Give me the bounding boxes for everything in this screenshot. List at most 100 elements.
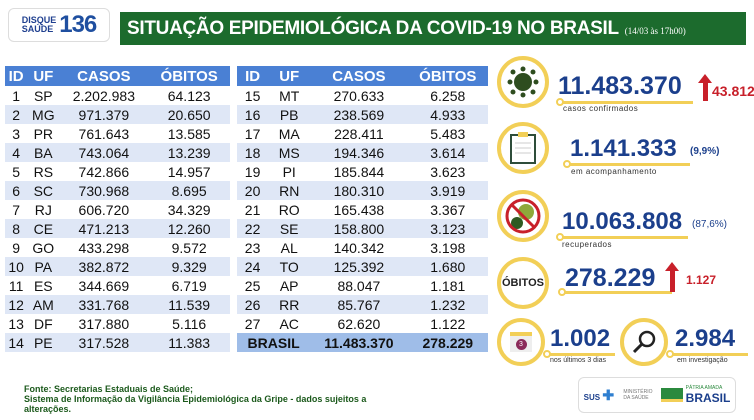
total-label: BRASIL xyxy=(237,333,311,352)
recovered-value: 10.063.808 xyxy=(562,208,683,235)
uf-cell: MS xyxy=(268,143,311,162)
id-cell: 4 xyxy=(5,143,28,162)
confirmed-value: 11.483.370 xyxy=(558,72,682,100)
no-virus-icon xyxy=(505,198,541,234)
logo-number: 136 xyxy=(59,11,97,38)
id-cell: 10 xyxy=(5,257,28,276)
column-header: ID xyxy=(5,66,28,86)
virus-icon xyxy=(507,66,539,98)
table-row: 11 ES 344.669 6.719 xyxy=(5,276,230,295)
total-deaths: 278.229 xyxy=(407,333,488,352)
magnifier-icon-circle xyxy=(620,318,668,366)
total-cases: 11.483.370 xyxy=(310,333,408,352)
virus-icon-circle xyxy=(497,56,549,108)
cases-cell: 238.569 xyxy=(310,105,408,124)
cases-cell: 194.346 xyxy=(310,143,408,162)
table-row: 26 RR 85.767 1.232 xyxy=(237,295,488,314)
uf-cell: RN xyxy=(268,181,311,200)
id-cell: 16 xyxy=(237,105,269,124)
table-row: 27 AC 62.620 1.122 xyxy=(237,314,488,333)
uf-cell: SP xyxy=(33,87,53,104)
id-cell: 24 xyxy=(237,257,269,276)
column-header: CASOS xyxy=(59,66,149,86)
column-header: ID xyxy=(237,66,269,86)
calendar-day: 3 xyxy=(515,338,527,350)
magnifier-icon xyxy=(632,330,656,354)
clipboard-icon-circle xyxy=(497,122,549,174)
logo-line2: SAÚDE xyxy=(21,24,54,34)
monitoring-label: em acompanhamento xyxy=(571,167,657,176)
uf-cell: PB xyxy=(268,105,311,124)
uf-cell: AC xyxy=(279,315,299,332)
states-table-right: ID UF CASOS ÓBITOS 15 MT 270.633 6.258 16 PB 238.5… xyxy=(237,66,488,352)
id-cell: 8 xyxy=(5,219,28,238)
table-row: 12 AM 331.768 11.539 xyxy=(5,295,230,314)
deaths-cell: 20.650 xyxy=(148,105,230,124)
column-header: CASOS xyxy=(310,66,408,86)
cases-cell: 85.767 xyxy=(310,295,408,314)
id-cell: 7 xyxy=(12,201,20,218)
deaths-cell: 4.933 xyxy=(407,105,488,124)
title-bar: SITUAÇÃO EPIDEMIOLÓGICA DA COVID-19 NO B… xyxy=(120,12,746,45)
recovered-icon-circle xyxy=(497,190,549,242)
flag-icon xyxy=(660,388,683,402)
id-cell: 15 xyxy=(244,87,261,104)
column-header: UF xyxy=(268,66,311,86)
logo-line1: DISQUE xyxy=(21,15,57,25)
cases-cell: 606.720 xyxy=(78,201,130,218)
source-line2: Sistema de Informação da Vigilância Epid… xyxy=(24,394,367,404)
id-cell: 2 xyxy=(5,105,28,124)
deaths-cell: 1.680 xyxy=(407,257,488,276)
cases-cell: 2.202.983 xyxy=(72,87,135,104)
source-line3: alterações. xyxy=(24,404,72,414)
id-cell: 1 xyxy=(12,87,20,104)
monitoring-pct: (9,9%) xyxy=(690,146,720,157)
cases-cell: 88.047 xyxy=(337,277,381,294)
deaths-cell: 3.367 xyxy=(430,201,466,218)
uf-cell: BA xyxy=(27,143,60,162)
table-row: 15 MT 270.633 6.258 xyxy=(237,86,488,105)
source-line1: Fonte: Secretarias Estaduais de Saúde; xyxy=(24,384,194,394)
deaths-delta: 1.127 xyxy=(686,273,717,287)
uf-cell: RR xyxy=(268,295,311,314)
table-row: 21 RO 165.438 3.367 xyxy=(237,200,488,219)
uf-cell: RO xyxy=(278,201,300,218)
cases-cell: 742.866 xyxy=(78,163,130,180)
deaths-cell: 1.232 xyxy=(407,295,488,314)
table-row: 23 AL 140.342 3.198 xyxy=(237,238,488,257)
table-row: 6 SC 730.968 8.695 xyxy=(5,181,230,200)
calendar-icon-circle: 3 xyxy=(497,318,545,366)
cases-cell: 317.880 xyxy=(78,315,130,332)
cases-cell: 761.643 xyxy=(78,125,130,142)
uf-cell: AM xyxy=(27,295,60,314)
id-cell: 6 xyxy=(5,181,28,200)
deaths-cell: 12.260 xyxy=(148,219,230,238)
update-date: (14/03 às 17h00) xyxy=(624,25,686,36)
recovered-pct: (87,6%) xyxy=(692,219,728,230)
patria-text: PÁTRIA AMADA xyxy=(685,385,723,391)
cases-cell: 165.438 xyxy=(333,201,385,218)
cases-cell: 185.844 xyxy=(333,163,385,180)
uf-cell: SE xyxy=(268,219,311,238)
id-cell: 14 xyxy=(5,333,28,352)
last-3-days-value: 1.002 xyxy=(550,325,611,352)
table-row: 5 RS 742.866 14.957 xyxy=(5,162,230,181)
states-table-left: ID UF CASOS ÓBITOS 1 SP 2.202.983 64.123 2 MG 971.… xyxy=(5,66,230,352)
id-cell: 20 xyxy=(237,181,269,200)
deaths-cell: 3.198 xyxy=(430,239,466,256)
deaths-cell: 9.329 xyxy=(148,257,230,276)
government-logos: SUS ✚ MINISTÉRIO DA SAÚDE PÁTRIA AMADA BR… xyxy=(578,377,736,413)
id-cell: 22 xyxy=(237,219,269,238)
deaths-cell: 5.116 xyxy=(172,315,207,332)
id-cell: 21 xyxy=(244,201,261,218)
table-row: 17 MA 228.411 5.483 xyxy=(237,124,488,143)
deaths-cell: 34.329 xyxy=(167,201,211,218)
table-row: 8 CE 471.213 12.260 xyxy=(5,219,230,238)
cases-cell: 140.342 xyxy=(333,239,385,256)
cases-cell: 382.872 xyxy=(59,257,149,276)
uf-cell: GO xyxy=(32,239,55,256)
id-cell: 5 xyxy=(12,163,20,180)
table-row: 13 DF 317.880 5.116 xyxy=(5,314,230,333)
deaths-cell: 9.572 xyxy=(171,239,207,256)
uf-cell: PI xyxy=(282,163,296,180)
